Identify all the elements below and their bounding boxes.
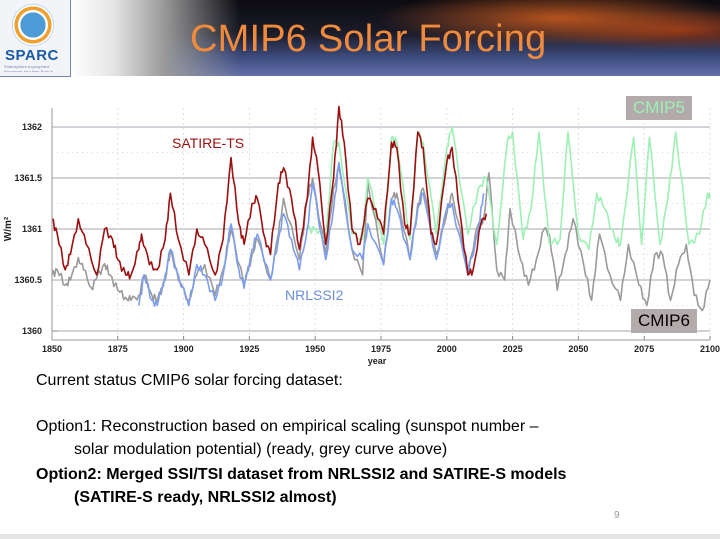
logo-subtext: Stratosphere-troposphere Processes And t… — [4, 64, 54, 72]
globe-icon — [12, 4, 54, 46]
chart-labels: SATIRE-TS NRLSSI2 — [172, 135, 344, 303]
x-axis-label: year — [368, 356, 387, 366]
x-tick-label: 2000 — [437, 344, 457, 354]
tsi-chart: 1360 1360.5 1361 1361.5 1362 1850 1875 1900 1925… — [3, 105, 720, 366]
x-tick-label: 1850 — [42, 344, 62, 354]
sparc-logo: SPARC Stratosphere-troposphere Processes… — [0, 0, 71, 77]
y-axis-label: W/m² — [3, 216, 14, 241]
satire-ts-label: SATIRE-TS — [172, 135, 244, 151]
option2-text-cont: (SATIRE-S ready, NRLSSI2 almost) — [74, 489, 337, 506]
x-tick-label: 2050 — [568, 344, 588, 354]
x-tick-label: 2100 — [700, 344, 720, 354]
x-tick-label: 2075 — [634, 344, 654, 354]
series-line-cmip5 — [306, 126, 711, 251]
y-tick-label: 1360.5 — [14, 275, 42, 285]
banner-gradient — [70, 0, 240, 76]
page-number: 9 — [614, 510, 620, 521]
x-tick-label: 1900 — [174, 344, 194, 354]
chart-series — [51, 105, 711, 312]
x-tick-label: 1925 — [239, 344, 259, 354]
y-tick-label: 1361 — [22, 224, 42, 234]
chart-axes: 1360 1360.5 1361 1361.5 1362 1850 1875 1900 1925… — [3, 108, 720, 366]
series-line-satire-ts — [51, 105, 488, 280]
x-tick-label: 1875 — [108, 344, 128, 354]
slide-title: CMIP6 Solar Forcing — [190, 18, 547, 60]
y-tick-label: 1362 — [22, 122, 42, 132]
x-tick-label: 1975 — [371, 344, 391, 354]
option2-text: Option2: Merged SSI/TSI dataset from NRL… — [36, 466, 567, 483]
logo-text: SPARC — [5, 47, 59, 64]
bottom-bar — [0, 534, 720, 539]
option1-text: Option1: Reconstruction based on empiric… — [36, 418, 539, 435]
cmip5-label: CMIP5 — [626, 96, 692, 120]
option1-text-cont: solar modulation potential) (ready, grey… — [74, 441, 448, 458]
y-tick-label: 1360 — [22, 326, 42, 336]
status-heading: Current status CMIP6 solar forcing datas… — [36, 372, 343, 389]
x-tick-label: 2025 — [503, 344, 523, 354]
series-line-nrlssi2 — [138, 161, 485, 307]
cmip6-label: CMIP6 — [631, 309, 697, 333]
y-tick-label: 1361.5 — [14, 173, 42, 183]
x-tick-label: 1950 — [305, 344, 325, 354]
nrlssi2-label: NRLSSI2 — [285, 287, 344, 303]
